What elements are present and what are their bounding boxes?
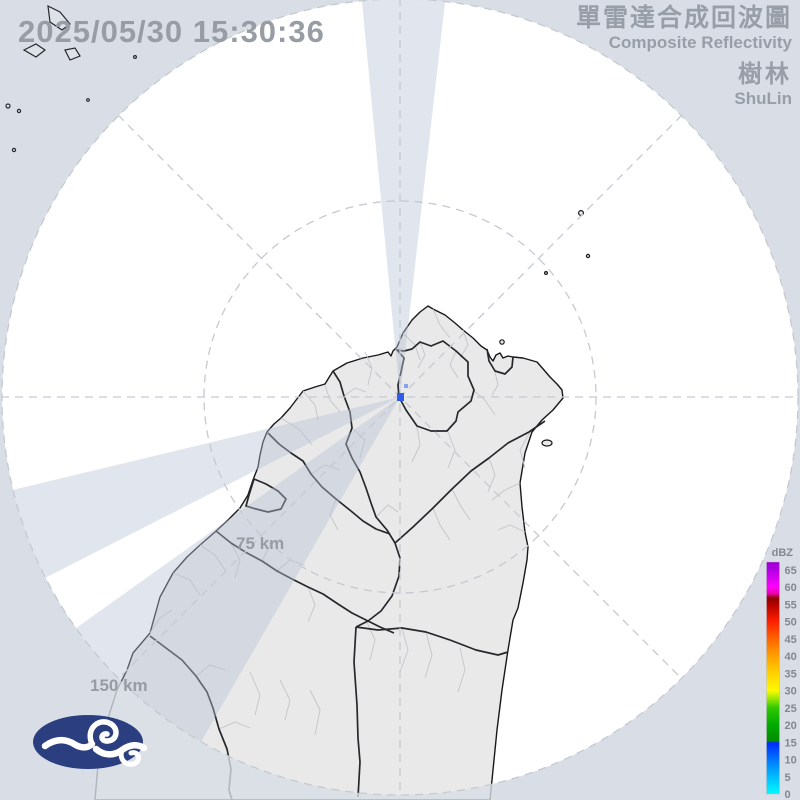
timestamp: 2025/05/30 15:30:36 [18, 14, 325, 49]
colorbar-tick-20: 20 [785, 720, 797, 732]
china-coast-islands [5, 4, 138, 153]
colorbar-tick-55: 55 [785, 599, 797, 611]
colorbar-tick-40: 40 [785, 651, 797, 663]
taiwan-landmass [94, 210, 591, 800]
blockage-wedge-north [361, 0, 446, 397]
range-label-150km: 150 km [90, 676, 148, 695]
colorbar-unit-label: dBZ [772, 547, 794, 559]
colorbar-tick-15: 15 [785, 737, 797, 749]
blockage-wedge-wsw [13, 397, 400, 578]
township-borders [149, 308, 531, 736]
colorbar-tick-60: 60 [785, 582, 797, 594]
turtle-island [541, 439, 553, 447]
radar-echo [404, 384, 408, 388]
station-name-en: ShuLin [734, 89, 792, 108]
colorbar-gradient [766, 561, 780, 795]
radar-echo [397, 393, 404, 401]
radar-echoes [397, 384, 408, 401]
product-title-zh: 單雷達合成回波圖 [575, 4, 792, 32]
colorbar-tick-50: 50 [785, 617, 797, 629]
colorbar-tick-5: 5 [785, 772, 791, 784]
offshore-islands [499, 210, 591, 447]
blockage-wedge-ssw [76, 397, 400, 742]
colorbar-tick-35: 35 [785, 668, 797, 680]
colorbar-tick-30: 30 [785, 686, 797, 698]
product-title-en: Composite Reflectivity [608, 33, 792, 52]
colorbar-tick-10: 10 [785, 755, 797, 767]
colorbar-tick-45: 45 [785, 634, 797, 646]
taipei-city-border [396, 340, 475, 432]
colorbar-tick-0: 0 [785, 789, 791, 800]
range-label-75km: 75 km [236, 534, 284, 553]
cwa-logo [33, 715, 148, 769]
beam-blockage-wedges [13, 0, 446, 742]
station-name-zh: 樹林 [738, 61, 792, 88]
taiwan-coastline [94, 305, 564, 800]
title-block: 單雷達合成回波圖 Composite Reflectivity 樹林 ShuLi… [575, 4, 792, 108]
colorbar-tick-25: 25 [785, 703, 797, 715]
colorbar-tick-65: 65 [785, 565, 797, 577]
